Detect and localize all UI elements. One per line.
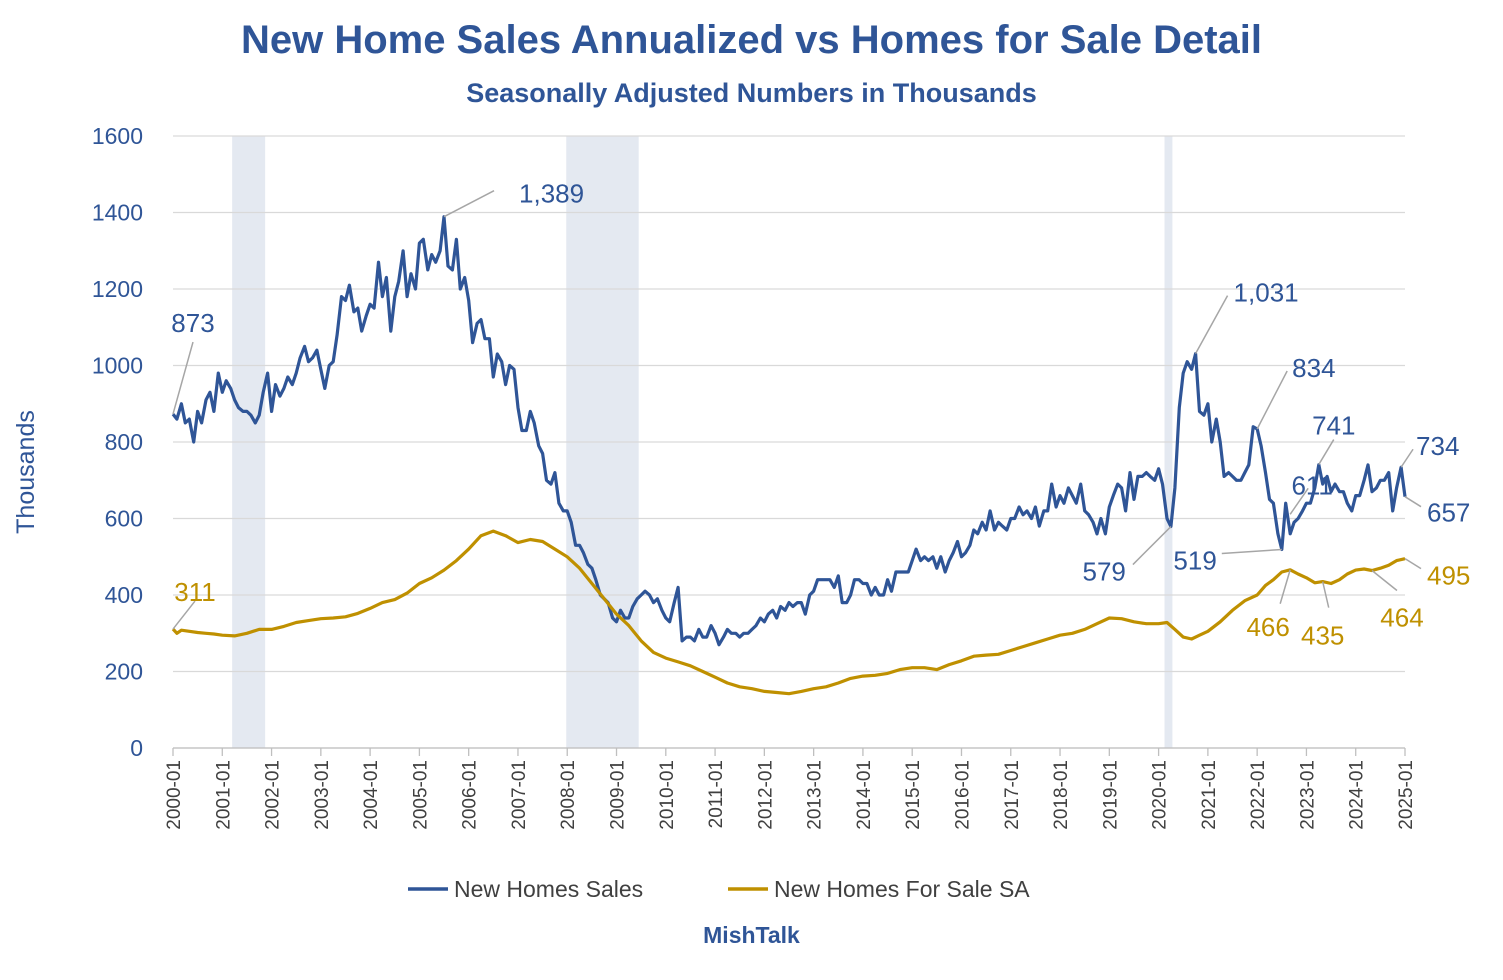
annotation-leader	[1321, 581, 1330, 608]
x-tick-label: 2018-01	[1051, 760, 1072, 830]
x-tick-label: 2023-01	[1297, 760, 1318, 830]
y-tick-label: 400	[105, 582, 143, 608]
x-tick-label: 2007-01	[509, 760, 530, 830]
x-tick-label: 2003-01	[312, 760, 333, 830]
y-axis-label: Thousands	[12, 410, 40, 534]
gridlines	[173, 135, 1405, 749]
annotation-leader	[1289, 487, 1309, 515]
annotation-leader	[1256, 370, 1288, 430]
y-axis-ticks: 0 200 400 600 800 1000 1200 1400 1600	[92, 123, 143, 761]
annotation-leader	[1132, 526, 1172, 566]
new-homes-sales-line	[171, 215, 1407, 647]
annotation-leader	[1194, 295, 1229, 355]
annotation-label: 435	[1301, 621, 1344, 651]
x-tick-label: 2020-01	[1150, 760, 1171, 830]
x-tick-label: 2025-01	[1396, 760, 1417, 830]
x-tick-label: 2015-01	[903, 760, 924, 830]
annotation-leader	[172, 341, 194, 415]
x-tick-label: 2005-01	[410, 760, 431, 830]
annotation-label: 519	[1173, 545, 1216, 575]
annotation-label: 873	[171, 308, 214, 338]
series-lines	[171, 215, 1407, 696]
annotation-leader	[1371, 569, 1398, 592]
annotation-leader	[1400, 448, 1414, 468]
chart-subtitle: Seasonally Adjusted Numbers in Thousands	[466, 78, 1037, 108]
x-tick-label: 2000-01	[164, 760, 185, 830]
annotation-leader	[443, 190, 495, 218]
y-tick-label: 1200	[92, 276, 143, 302]
x-tick-label: 2009-01	[608, 760, 629, 830]
x-tick-label: 2014-01	[854, 760, 875, 830]
x-tick-label: 2006-01	[460, 760, 481, 830]
y-tick-label: 1400	[92, 200, 143, 226]
x-tick-label: 2004-01	[361, 760, 382, 830]
y-tick-label: 800	[105, 429, 143, 455]
annotation-leader	[1279, 569, 1291, 604]
annotation-label: 466	[1246, 612, 1289, 642]
y-tick-label: 600	[105, 506, 143, 532]
annotation-label: 1,031	[1234, 278, 1299, 308]
y-tick-label: 200	[105, 659, 143, 685]
annotation-label: 734	[1416, 431, 1459, 461]
annotation-leader	[1404, 558, 1422, 570]
annotation-label: 464	[1380, 603, 1423, 633]
x-axis-ticks: 2000-01 2001-01 2002-01 2003-01 2004-01 2005-…	[164, 748, 1417, 830]
x-tick-label: 2010-01	[657, 760, 678, 830]
annotation-label: 311	[174, 577, 215, 607]
new-homes-for-sale-line	[171, 529, 1406, 696]
annotation-label: 657	[1427, 498, 1470, 528]
annotation-leader	[1318, 439, 1335, 465]
legend-label: New Homes For Sale SA	[774, 876, 1030, 902]
annotation-label: 834	[1292, 353, 1335, 383]
annotation-leader	[1404, 496, 1422, 508]
y-tick-label: 1000	[92, 353, 143, 379]
x-tick-label: 2001-01	[213, 760, 234, 830]
x-tick-label: 2022-01	[1248, 760, 1269, 830]
legend: New Homes Sales New Homes For Sale SA	[408, 876, 1030, 902]
annotation-label: 1,389	[519, 179, 584, 209]
chart-title: New Home Sales Annualized vs Homes for S…	[240, 18, 1263, 62]
x-tick-label: 2019-01	[1100, 760, 1121, 830]
x-tick-label: 2017-01	[1002, 760, 1023, 830]
annotation-leader	[172, 600, 196, 630]
annotation-leader	[1221, 548, 1282, 555]
data-annotations: 873 1,389 579 1,031 834 519 741 611 734 657 311 466…	[171, 179, 1470, 651]
x-tick-label: 2012-01	[755, 760, 776, 830]
legend-label: New Homes Sales	[454, 876, 643, 902]
x-tick-label: 2013-01	[805, 760, 826, 830]
annotation-label: 611	[1291, 470, 1332, 500]
x-tick-label: 2021-01	[1199, 760, 1220, 830]
x-tick-label: 2002-01	[263, 760, 284, 830]
x-tick-label: 2011-01	[706, 760, 727, 828]
annotation-label: 495	[1427, 561, 1470, 591]
y-tick-label: 1600	[92, 123, 143, 149]
x-tick-label: 2016-01	[952, 760, 973, 830]
x-tick-label: 2008-01	[558, 760, 579, 830]
x-tick-label: 2024-01	[1347, 760, 1368, 830]
annotation-label: 579	[1083, 557, 1126, 587]
annotation-label: 741	[1312, 411, 1355, 441]
y-tick-label: 0	[130, 735, 143, 761]
footer-brand: MishTalk	[703, 922, 800, 948]
